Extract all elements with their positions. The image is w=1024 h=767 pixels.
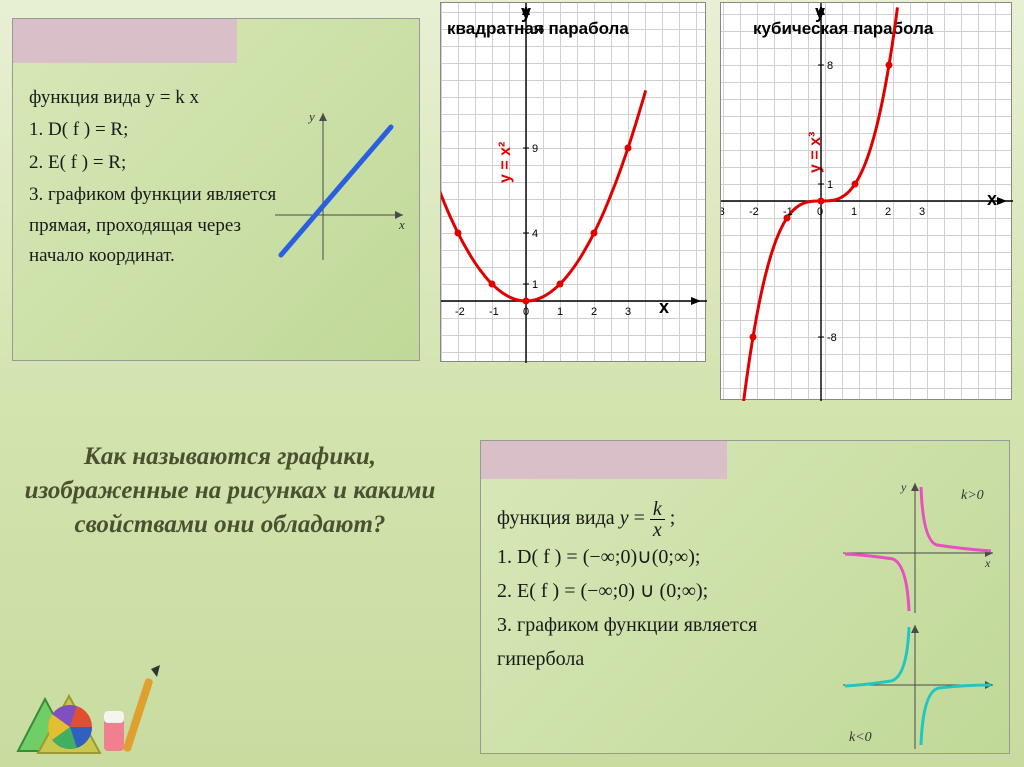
svg-text:-3: -3 [721,206,725,218]
panel-hyperbola-text: функция вида y = kx ; 1. D( f ) = (−∞;0)… [497,499,837,676]
linear-item-2: 2. E( f ) = R; [29,148,289,178]
chart-cubic-parabola: у х кубическая парабола y = x³ -3-2-1012… [720,2,1012,400]
k-neg-label: k<0 [849,730,872,745]
linear-heading: функция вида y = k x [29,83,289,113]
svg-text:2: 2 [591,306,597,318]
svg-text:-1: -1 [489,306,499,318]
chart-quadratic-parabola: у х квадратная парабола y = x² -3-2-1012… [440,2,706,362]
hyperbola-heading: функция вида y = kx ; [497,499,837,540]
school-supplies-decoration [8,641,208,761]
hyperbola-item-2: 2. E( f ) = (−∞;0) ∪ (0;∞); [497,574,837,608]
svg-text:0: 0 [523,306,529,318]
svg-text:0: 0 [817,206,823,218]
svg-text:-1: -1 [783,206,793,218]
svg-text:-2: -2 [749,206,759,218]
svg-text:1: 1 [851,206,857,218]
chart-quad-svg: -3-2-1012314916 [441,3,707,363]
svg-text:2: 2 [885,206,891,218]
axis-x-label: x [398,217,405,232]
linear-line [281,127,391,255]
svg-text:y: y [900,480,907,494]
hyperbola-item-3: 3. графиком функции является гипербола [497,608,837,676]
linear-item-3: 3. графиком функции является прямая, про… [29,180,289,271]
hyperbola-item-1: 1. D( f ) = (−∞;0)∪(0;∞); [497,540,837,574]
svg-text:3: 3 [625,306,631,318]
svg-text:9: 9 [532,143,538,155]
svg-text:1: 1 [532,279,538,291]
svg-text:-8: -8 [827,332,837,344]
linear-mini-chart: x y [263,105,413,265]
chart-cubic-svg: -3 -2 -1 0 1 2 3 -8 1 8 [721,3,1013,401]
panel-header-strip [481,441,727,479]
question-text: Как называются графики, изображенные на … [20,440,440,541]
svg-text:4: 4 [532,228,538,240]
svg-text:x: x [984,556,991,570]
svg-text:16: 16 [532,24,544,36]
axis-y-label: y [307,109,315,124]
svg-text:8: 8 [827,60,833,72]
svg-text:1: 1 [827,179,833,191]
panel-linear-text: функция вида y = k x 1. D( f ) = R; 2. E… [29,83,289,271]
panel-linear-function: функция вида y = k x 1. D( f ) = R; 2. E… [12,18,420,361]
svg-text:1: 1 [557,306,563,318]
panel-hyperbola: функция вида y = kx ; 1. D( f ) = (−∞;0)… [480,440,1010,754]
linear-item-1: 1. D( f ) = R; [29,115,289,145]
panel-header-strip [13,19,237,63]
svg-text:3: 3 [919,206,925,218]
svg-text:-2: -2 [455,306,465,318]
k-pos-label: k>0 [961,488,984,503]
hyperbola-mini-chart: x y k>0 k<0 [833,477,1003,757]
